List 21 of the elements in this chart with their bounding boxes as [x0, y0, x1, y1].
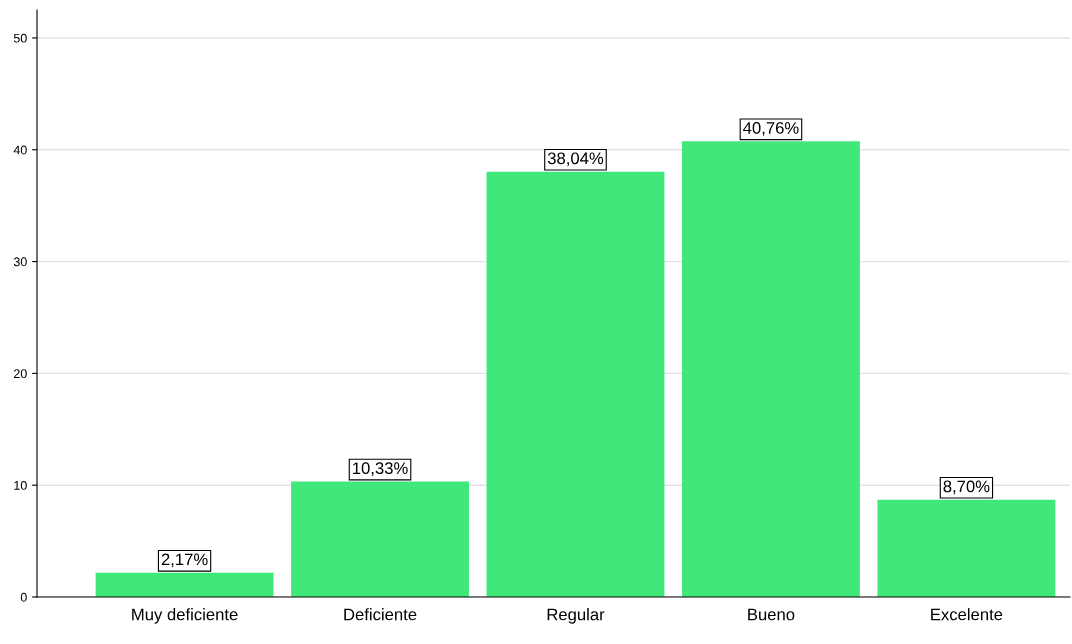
- bar: [682, 141, 860, 597]
- x-tick-label: Deficiente: [344, 608, 417, 621]
- data-label: 8,70%: [943, 480, 990, 495]
- data-label: 10,33%: [353, 462, 408, 477]
- y-tick-label: 40: [13, 145, 27, 155]
- x-tick-label: Muy deficiente: [132, 608, 238, 624]
- bar: [95, 572, 274, 597]
- x-tick-label: Bueno: [748, 608, 795, 621]
- y-tick-label: 30: [13, 257, 27, 267]
- bar: [486, 171, 665, 597]
- data-label: 38,04%: [547, 152, 604, 167]
- data-label: 2,17%: [161, 553, 208, 568]
- y-tick-label: 50: [13, 33, 27, 43]
- bar: [877, 499, 1056, 597]
- x-tick-label: Regular: [547, 608, 605, 624]
- y-tick-label: 20: [14, 369, 27, 379]
- data-label: 40,76%: [743, 122, 799, 136]
- bar: [291, 481, 469, 597]
- x-tick-label: Excelente: [931, 608, 1003, 621]
- y-tick-label: 10: [14, 480, 27, 490]
- y-tick-label: 0: [20, 592, 27, 602]
